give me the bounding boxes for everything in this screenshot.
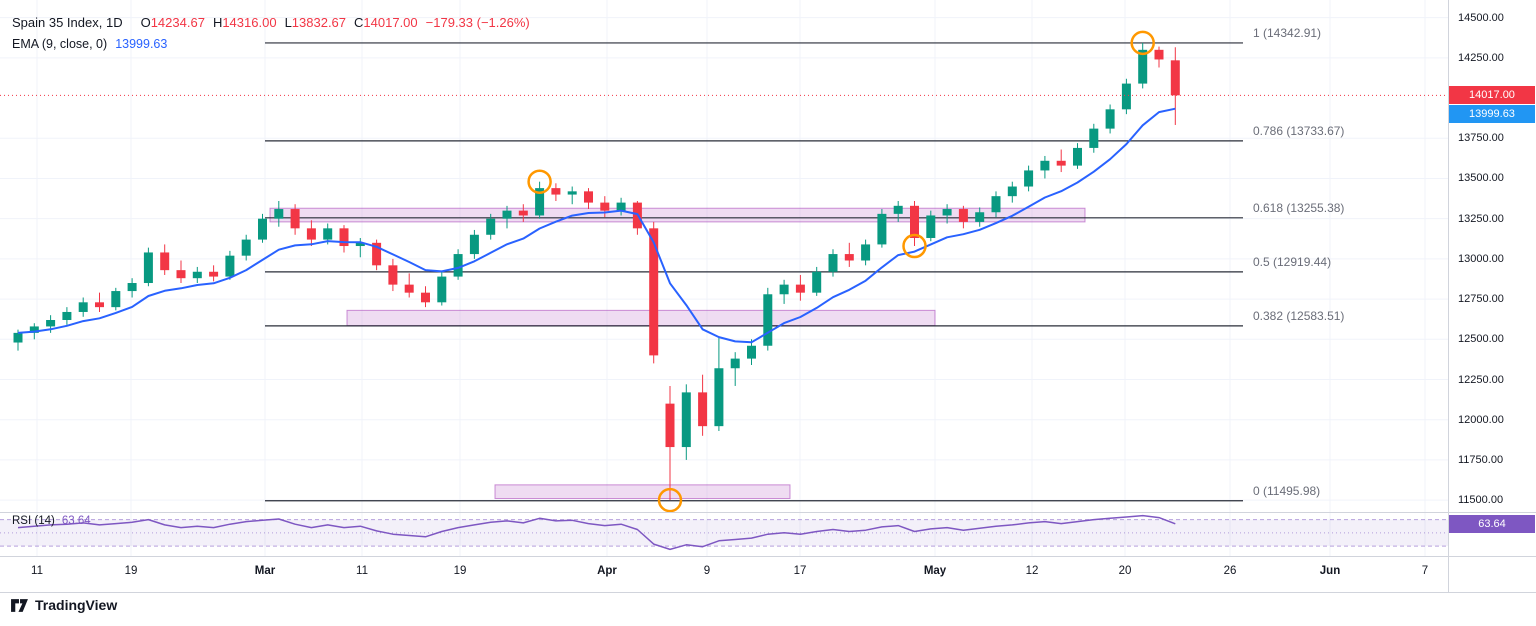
ema-value-badge: 13999.63 (1449, 105, 1535, 124)
price-tick-label: 13750.00 (1458, 132, 1504, 145)
price-tick-label: 12000.00 (1458, 413, 1504, 426)
time-tick-label: 19 (453, 565, 467, 577)
tradingview-logo-text: TradingView (35, 597, 118, 613)
change-value: −179.33 (−1.26%) (425, 15, 530, 30)
price-tick-label: 13500.00 (1458, 172, 1504, 185)
time-tick-label: 26 (1223, 565, 1237, 577)
time-tick-label: Mar (254, 565, 276, 577)
price-axis[interactable]: 14500.00 14250.00 13750.00 13500.00 13250.00… (1449, 0, 1536, 592)
fib-level-label: 0.618 (13255.38) (1253, 200, 1345, 215)
price-tick-label: 14500.00 (1458, 11, 1504, 24)
time-tick-label: 19 (124, 565, 138, 577)
fib-level-label: 0.786 (13733.67) (1253, 123, 1345, 138)
fib-level-label: 0.5 (12919.44) (1253, 254, 1332, 269)
symbol-row: Spain 35 Index, 1D O14234.67 H14316.00 L138… (12, 12, 530, 33)
ema-indicator-value: 13999.63 (115, 37, 168, 51)
time-tick-label: 7 (1421, 565, 1429, 577)
ema-indicator-label[interactable]: EMA (9, close, 0) (12, 37, 108, 51)
price-tick-label: 12250.00 (1458, 373, 1504, 386)
tradingview-logo[interactable]: TradingView (10, 597, 117, 613)
ohlc-key: L (284, 15, 292, 30)
highlight-circle-marker (657, 487, 683, 513)
ohlc-value: 14234.67 (150, 15, 205, 30)
price-tick-label: 12500.00 (1458, 333, 1504, 346)
price-tick-label: 13000.00 (1458, 252, 1504, 265)
time-axis[interactable]: 11 19 Mar 11 19 Apr 9 17 May 12 20 26 Jun 7 (0, 556, 1449, 592)
highlight-circle-marker (527, 169, 552, 194)
price-tick-label: 13250.00 (1458, 212, 1504, 225)
fib-level-label: 0.382 (12583.51) (1253, 308, 1345, 323)
time-tick-label: 20 (1118, 565, 1132, 577)
highlight-circle-marker (1130, 30, 1155, 56)
price-tick-label: 11500.00 (1458, 494, 1504, 507)
fib-level-label: 1 (14342.91) (1253, 25, 1322, 40)
rsi-indicator-legend: RSI (14) 63.64 (12, 515, 91, 527)
ohlc-key: O (140, 15, 151, 30)
ohlc-values: O14234.67 H14316.00 L13832.67 C14017.00 −179… (133, 15, 530, 30)
ema-indicator-row: EMA (9, close, 0) 13999.63 (12, 33, 530, 54)
time-tick-label: 12 (1025, 565, 1039, 577)
symbol-title[interactable]: Spain 35 Index, 1D (12, 15, 123, 30)
ohlc-value: 14316.00 (222, 15, 277, 30)
time-tick-label: 9 (703, 565, 711, 577)
time-tick-label: May (923, 565, 947, 577)
time-tick-label: Jun (1319, 565, 1341, 577)
price-tick-label: 14250.00 (1458, 51, 1504, 64)
ohlc-key: C (354, 15, 364, 30)
highlight-circle-marker (902, 233, 927, 259)
rsi-indicator-value: 63.64 (61, 515, 91, 527)
last-price-badge: 14017.00 (1449, 86, 1535, 105)
ohlc-key: H (212, 15, 223, 30)
tradingview-logo-icon (10, 598, 29, 613)
rsi-value-badge: 63.64 (1449, 515, 1535, 533)
ohlc-value: 13832.67 (291, 15, 347, 30)
time-tick-label: 11 (356, 565, 368, 577)
price-tick-label: 11750.00 (1458, 453, 1504, 466)
symbol-legend: Spain 35 Index, 1D O14234.67 H14316.00 L138… (12, 12, 530, 54)
rsi-indicator-label[interactable]: RSI (14) (12, 515, 55, 527)
ohlc-value: 14017.00 (363, 15, 418, 30)
time-tick-label: 11 (31, 565, 43, 577)
fib-level-label: 0 (11495.98) (1253, 483, 1321, 498)
time-tick-label: Apr (597, 565, 617, 577)
time-tick-label: 17 (793, 565, 807, 577)
price-tick-label: 12750.00 (1458, 293, 1504, 306)
